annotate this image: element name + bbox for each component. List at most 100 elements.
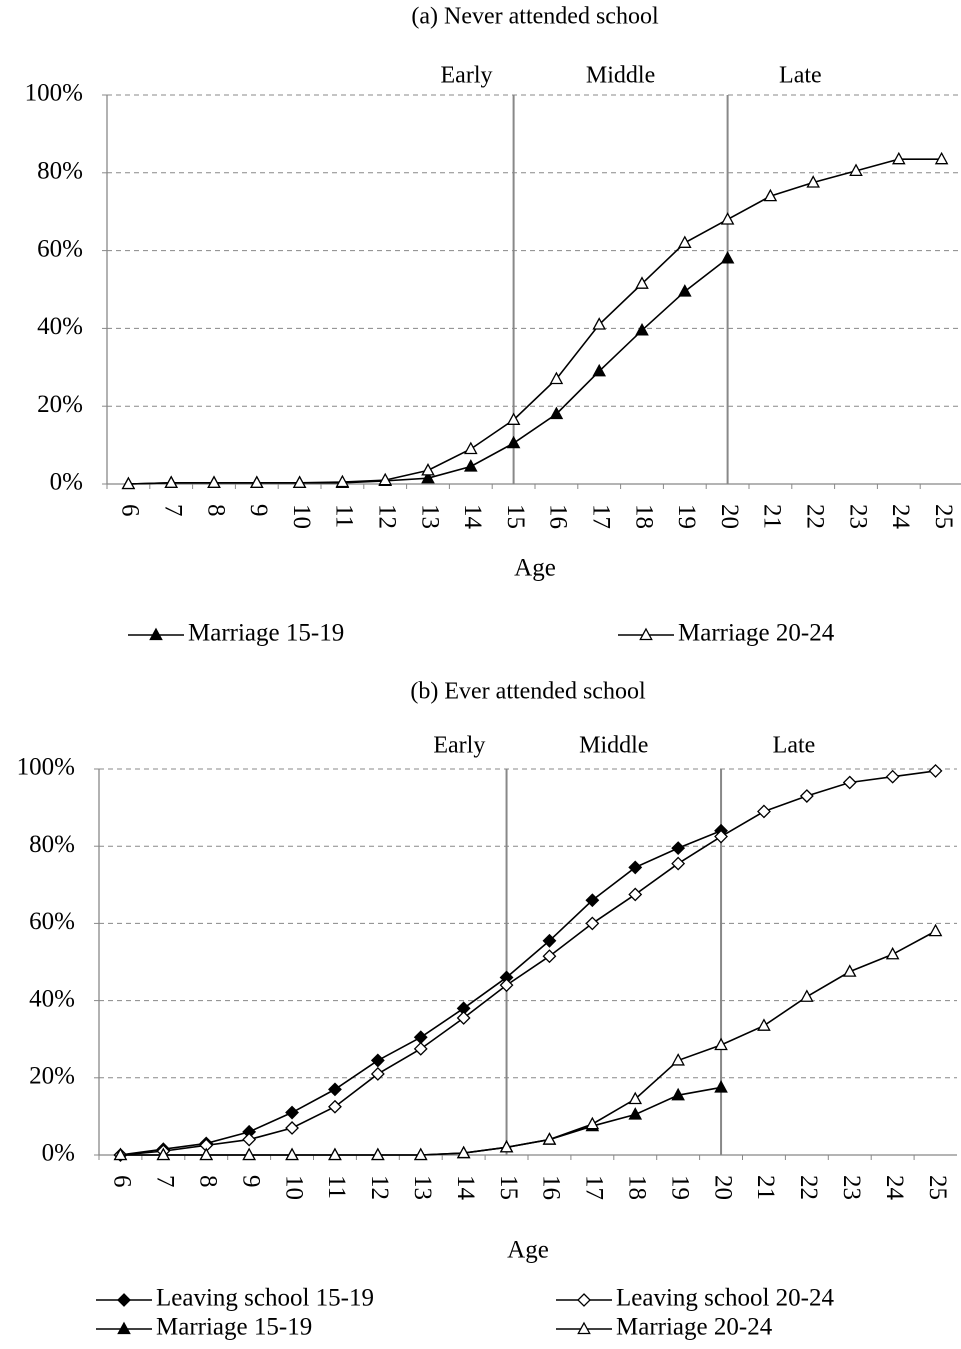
x-tick-label: 17 — [581, 1175, 608, 1200]
x-tick-label: 6 — [109, 1175, 136, 1188]
marker — [207, 475, 221, 488]
marker — [242, 1132, 257, 1147]
x-axis-label: Age — [507, 1237, 549, 1264]
x-tick-label: 21 — [752, 1175, 779, 1200]
marker — [635, 276, 649, 289]
series-line — [128, 257, 729, 485]
y-tick-label: 40% — [37, 313, 83, 340]
marker — [378, 472, 392, 486]
y-tick-label: 80% — [29, 831, 75, 858]
marker — [464, 441, 478, 455]
marker — [164, 475, 178, 488]
x-tick-label: 12 — [366, 1175, 393, 1200]
x-tick-label: 19 — [666, 1175, 693, 1200]
marker — [250, 475, 264, 488]
marker — [199, 1147, 214, 1161]
marker — [335, 474, 350, 488]
x-axis-label: Age — [514, 555, 556, 582]
y-tick-label: 0% — [42, 1140, 75, 1167]
marker — [328, 1099, 342, 1114]
x-tick-label: 22 — [795, 1175, 822, 1200]
marker — [592, 317, 606, 330]
marker — [800, 989, 814, 1002]
x-tick-label: 16 — [538, 1175, 565, 1200]
marker — [849, 163, 863, 177]
legend-marker — [117, 1321, 131, 1335]
marker — [328, 1147, 342, 1161]
x-tick-label: 8 — [202, 504, 229, 517]
x-tick-label: 20 — [716, 504, 743, 529]
x-tick-label: 11 — [323, 1175, 350, 1199]
legend-marker — [577, 1321, 591, 1335]
x-tick-label: 10 — [280, 1175, 307, 1200]
marker — [763, 188, 778, 202]
x-tick-label: 11 — [331, 504, 358, 528]
phase-label: Early — [433, 733, 485, 759]
x-tick-label: 23 — [844, 504, 871, 529]
x-tick-label: 16 — [545, 504, 572, 529]
marker — [628, 1107, 643, 1120]
x-tick-label: 14 — [452, 1175, 479, 1201]
marker — [585, 1116, 600, 1130]
marker — [285, 1105, 299, 1120]
marker — [720, 212, 735, 225]
legend-label: Marriage 20-24 — [616, 1314, 773, 1341]
x-tick-label: 9 — [245, 504, 272, 517]
marker — [585, 893, 600, 908]
marker — [499, 978, 514, 993]
marker — [421, 470, 435, 484]
x-tick-label: 25 — [930, 504, 957, 529]
marker — [506, 412, 521, 425]
series-line — [128, 158, 942, 485]
x-tick-label: 15 — [495, 1175, 522, 1200]
marker — [885, 769, 900, 784]
x-tick-label: 21 — [759, 504, 786, 529]
marker — [628, 860, 643, 875]
marker — [285, 1147, 299, 1161]
marker — [671, 1087, 685, 1101]
x-tick-label: 18 — [624, 1175, 651, 1200]
marker — [285, 1121, 299, 1135]
chart-title: (b) Ever attended school — [410, 679, 646, 705]
marker — [549, 406, 564, 420]
marker — [720, 251, 735, 264]
marker — [156, 1147, 171, 1161]
marker — [628, 887, 643, 902]
x-tick-label: 23 — [838, 1175, 865, 1200]
marker — [757, 804, 771, 819]
marker — [113, 1147, 128, 1161]
marker — [371, 1147, 385, 1161]
marker — [292, 475, 307, 488]
x-tick-label: 8 — [195, 1175, 222, 1188]
legend-marker — [149, 627, 163, 641]
series-line — [120, 930, 936, 1156]
x-tick-label: 13 — [416, 504, 443, 529]
x-tick-label: 20 — [709, 1175, 736, 1200]
marker — [757, 1018, 771, 1031]
marker — [892, 151, 906, 165]
phase-label: Middle — [579, 733, 648, 759]
legend-label: Leaving school 15-19 — [156, 1285, 374, 1312]
phase-label: Late — [773, 733, 816, 759]
marker — [549, 371, 564, 385]
series-line — [120, 830, 722, 1156]
x-tick-label: 12 — [373, 504, 400, 529]
x-tick-label: 7 — [159, 504, 186, 517]
marker — [678, 284, 692, 297]
marker — [413, 1041, 428, 1056]
marker — [456, 1145, 471, 1159]
marker — [413, 1030, 428, 1045]
y-tick-label: 0% — [50, 469, 83, 496]
marker — [671, 856, 686, 871]
legend-marker — [117, 1293, 131, 1307]
x-tick-label: 24 — [887, 504, 914, 530]
x-tick-label: 19 — [673, 504, 700, 529]
marker — [542, 949, 557, 964]
marker — [370, 1053, 385, 1068]
x-tick-label: 17 — [587, 504, 614, 529]
phase-label: Late — [779, 63, 822, 89]
x-tick-label: 24 — [881, 1175, 908, 1201]
marker — [506, 435, 521, 449]
marker — [714, 1080, 728, 1093]
